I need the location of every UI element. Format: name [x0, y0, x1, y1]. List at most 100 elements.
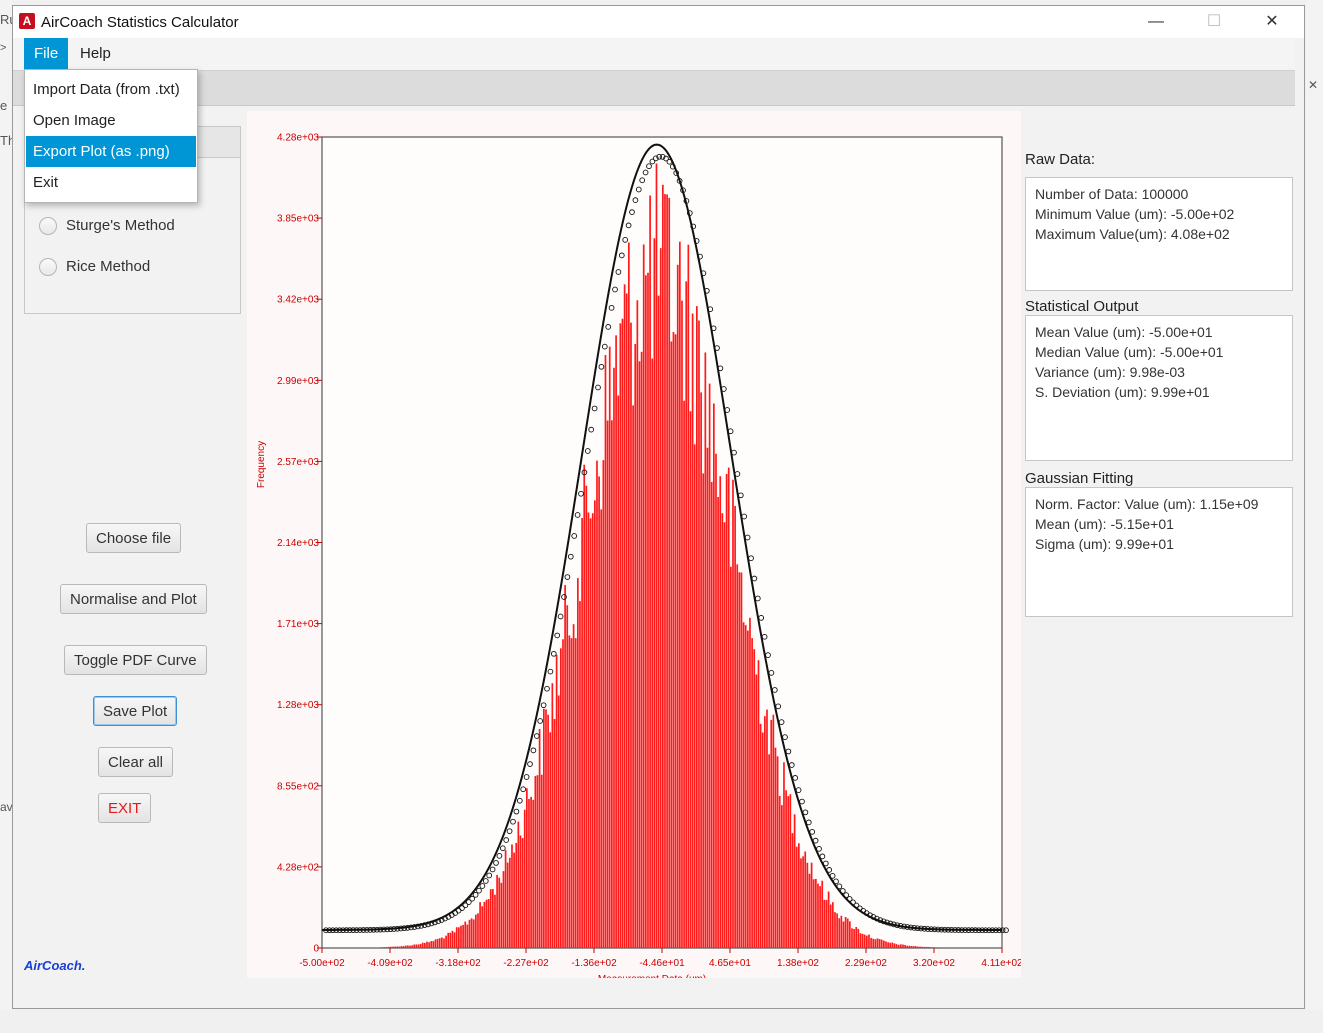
menu-item-export-plot[interactable]: Export Plot (as .png): [26, 136, 196, 167]
pdf-curve-marker: [996, 927, 1003, 934]
toolbar-strip: [13, 71, 1295, 106]
pdf-curve-marker: [979, 927, 986, 934]
pdf-curve-marker: [411, 924, 418, 930]
y-tick-label: 8.55e+02: [277, 781, 319, 792]
pdf-curve-marker: [870, 914, 877, 920]
histogram-bar: [783, 762, 785, 948]
pdf-curve-marker: [421, 922, 428, 928]
choose-file-button[interactable]: Choose file: [86, 523, 182, 553]
pdf-curve-marker: [428, 920, 435, 927]
histogram-bar: [583, 464, 586, 948]
histogram-bar: [902, 944, 904, 948]
save-plot-button[interactable]: Save Plot: [93, 696, 178, 726]
histogram-bar: [594, 500, 596, 948]
y-tick-label: 0: [313, 944, 319, 955]
background-close-icon: ✕: [1308, 78, 1319, 92]
histogram-bar: [889, 942, 892, 948]
histogram-bar: [798, 843, 800, 948]
histogram-bar: [481, 906, 484, 948]
pdf-curve-marker: [591, 405, 598, 412]
histogram-bar: [876, 938, 879, 948]
exit-button[interactable]: EXIT: [98, 793, 152, 823]
pdf-curve-marker: [601, 343, 608, 350]
histogram-bar: [436, 938, 439, 948]
histogram-bar: [521, 838, 524, 948]
y-tick-label: 2.57e+03: [277, 457, 319, 468]
histogram-bar: [625, 293, 628, 949]
y-tick-label: 4.28e+03: [277, 133, 319, 144]
pdf-curve-marker: [479, 883, 486, 889]
pdf-curve-marker: [795, 787, 802, 793]
pdf-curve-marker: [962, 927, 969, 933]
minimize-button[interactable]: —: [1148, 13, 1164, 30]
menu-help[interactable]: Help: [80, 45, 111, 62]
pdf-curve-marker: [663, 155, 669, 162]
normalise-plot-button[interactable]: Normalise and Plot: [60, 584, 207, 614]
pdf-curve-marker: [683, 198, 690, 204]
histogram-bar: [432, 941, 435, 948]
pdf-curve-marker: [438, 917, 445, 923]
close-button[interactable]: ✕: [1265, 13, 1279, 30]
histogram-bar: [581, 518, 583, 948]
stat-line: Median Value (um): -5.00e+01: [1035, 344, 1224, 360]
pdf-curve-marker: [782, 734, 788, 740]
pdf-curve-marker: [918, 925, 924, 932]
histogram-bar: [555, 654, 558, 948]
histogram-bar: [936, 947, 938, 948]
pdf-curve-marker: [809, 828, 816, 835]
menu-bar: File Help: [13, 38, 1295, 71]
x-tick-label: -5.00e+02: [299, 958, 345, 969]
histogram-bar: [579, 601, 581, 948]
histogram-bar: [696, 306, 698, 948]
pdf-curve-marker: [431, 919, 438, 926]
pdf-curve-marker: [367, 927, 374, 933]
histogram-bar: [912, 946, 915, 948]
histogram-bar: [787, 796, 790, 948]
histogram-bar: [464, 921, 467, 948]
title-bar[interactable]: A AirCoach Statistics Calculator — ☐ ✕: [13, 6, 1304, 38]
pdf-curve-marker: [482, 878, 489, 884]
histogram-bar: [619, 323, 622, 948]
rice-method-radio[interactable]: [39, 258, 57, 276]
pdf-curve-marker: [340, 927, 346, 934]
menu-item-open-image[interactable]: Open Image: [33, 112, 116, 129]
histogram-bar: [645, 275, 647, 948]
histogram-bar: [447, 932, 450, 948]
menu-file[interactable]: File: [24, 38, 69, 70]
histogram-chart: -5.00e+02 -4.09e+02 -3.18e+02 -2.27e+02 -1.3…: [247, 111, 1021, 978]
pdf-curve-marker: [697, 253, 703, 260]
histogram-bar: [874, 939, 877, 948]
raw-data-line: Maximum Value(um): 4.08e+02: [1035, 226, 1230, 242]
pdf-curve-marker: [632, 197, 639, 204]
clear-all-button[interactable]: Clear all: [98, 747, 174, 777]
y-tick-label: 1.28e+03: [277, 700, 319, 711]
pdf-curve-marker: [462, 902, 469, 909]
pdf-curve-marker: [758, 615, 765, 621]
pdf-curve-marker: [948, 927, 955, 933]
histogram-bar: [526, 788, 528, 948]
histogram-bar: [460, 925, 462, 948]
sturges-method-radio[interactable]: [39, 217, 57, 235]
histogram-bar: [872, 938, 875, 948]
histogram-bar: [483, 901, 486, 948]
background-text: Th: [0, 133, 16, 148]
maximize-button[interactable]: ☐: [1206, 13, 1222, 30]
histogram-bar: [451, 930, 454, 948]
pdf-curve-marker: [533, 733, 540, 739]
background-text: e: [0, 98, 8, 113]
pdf-curve-marker: [710, 325, 717, 332]
pdf-curve-marker: [822, 860, 829, 867]
raw-data-title: Raw Data:: [1025, 151, 1096, 168]
histogram-bar: [613, 367, 615, 948]
menu-item-import-data[interactable]: Import Data (from .txt): [33, 81, 180, 98]
toggle-pdf-curve-button[interactable]: Toggle PDF Curve: [64, 645, 207, 675]
histogram-bar: [415, 944, 418, 948]
menu-item-exit[interactable]: Exit: [33, 174, 59, 191]
app-icon: A: [19, 13, 35, 29]
histogram-bar: [938, 947, 940, 948]
pdf-curve-marker: [465, 899, 472, 905]
x-tick-label: -1.36e+02: [571, 958, 617, 969]
histogram-bar: [523, 809, 526, 948]
histogram-bar: [462, 924, 464, 948]
histogram-bar: [568, 635, 571, 948]
